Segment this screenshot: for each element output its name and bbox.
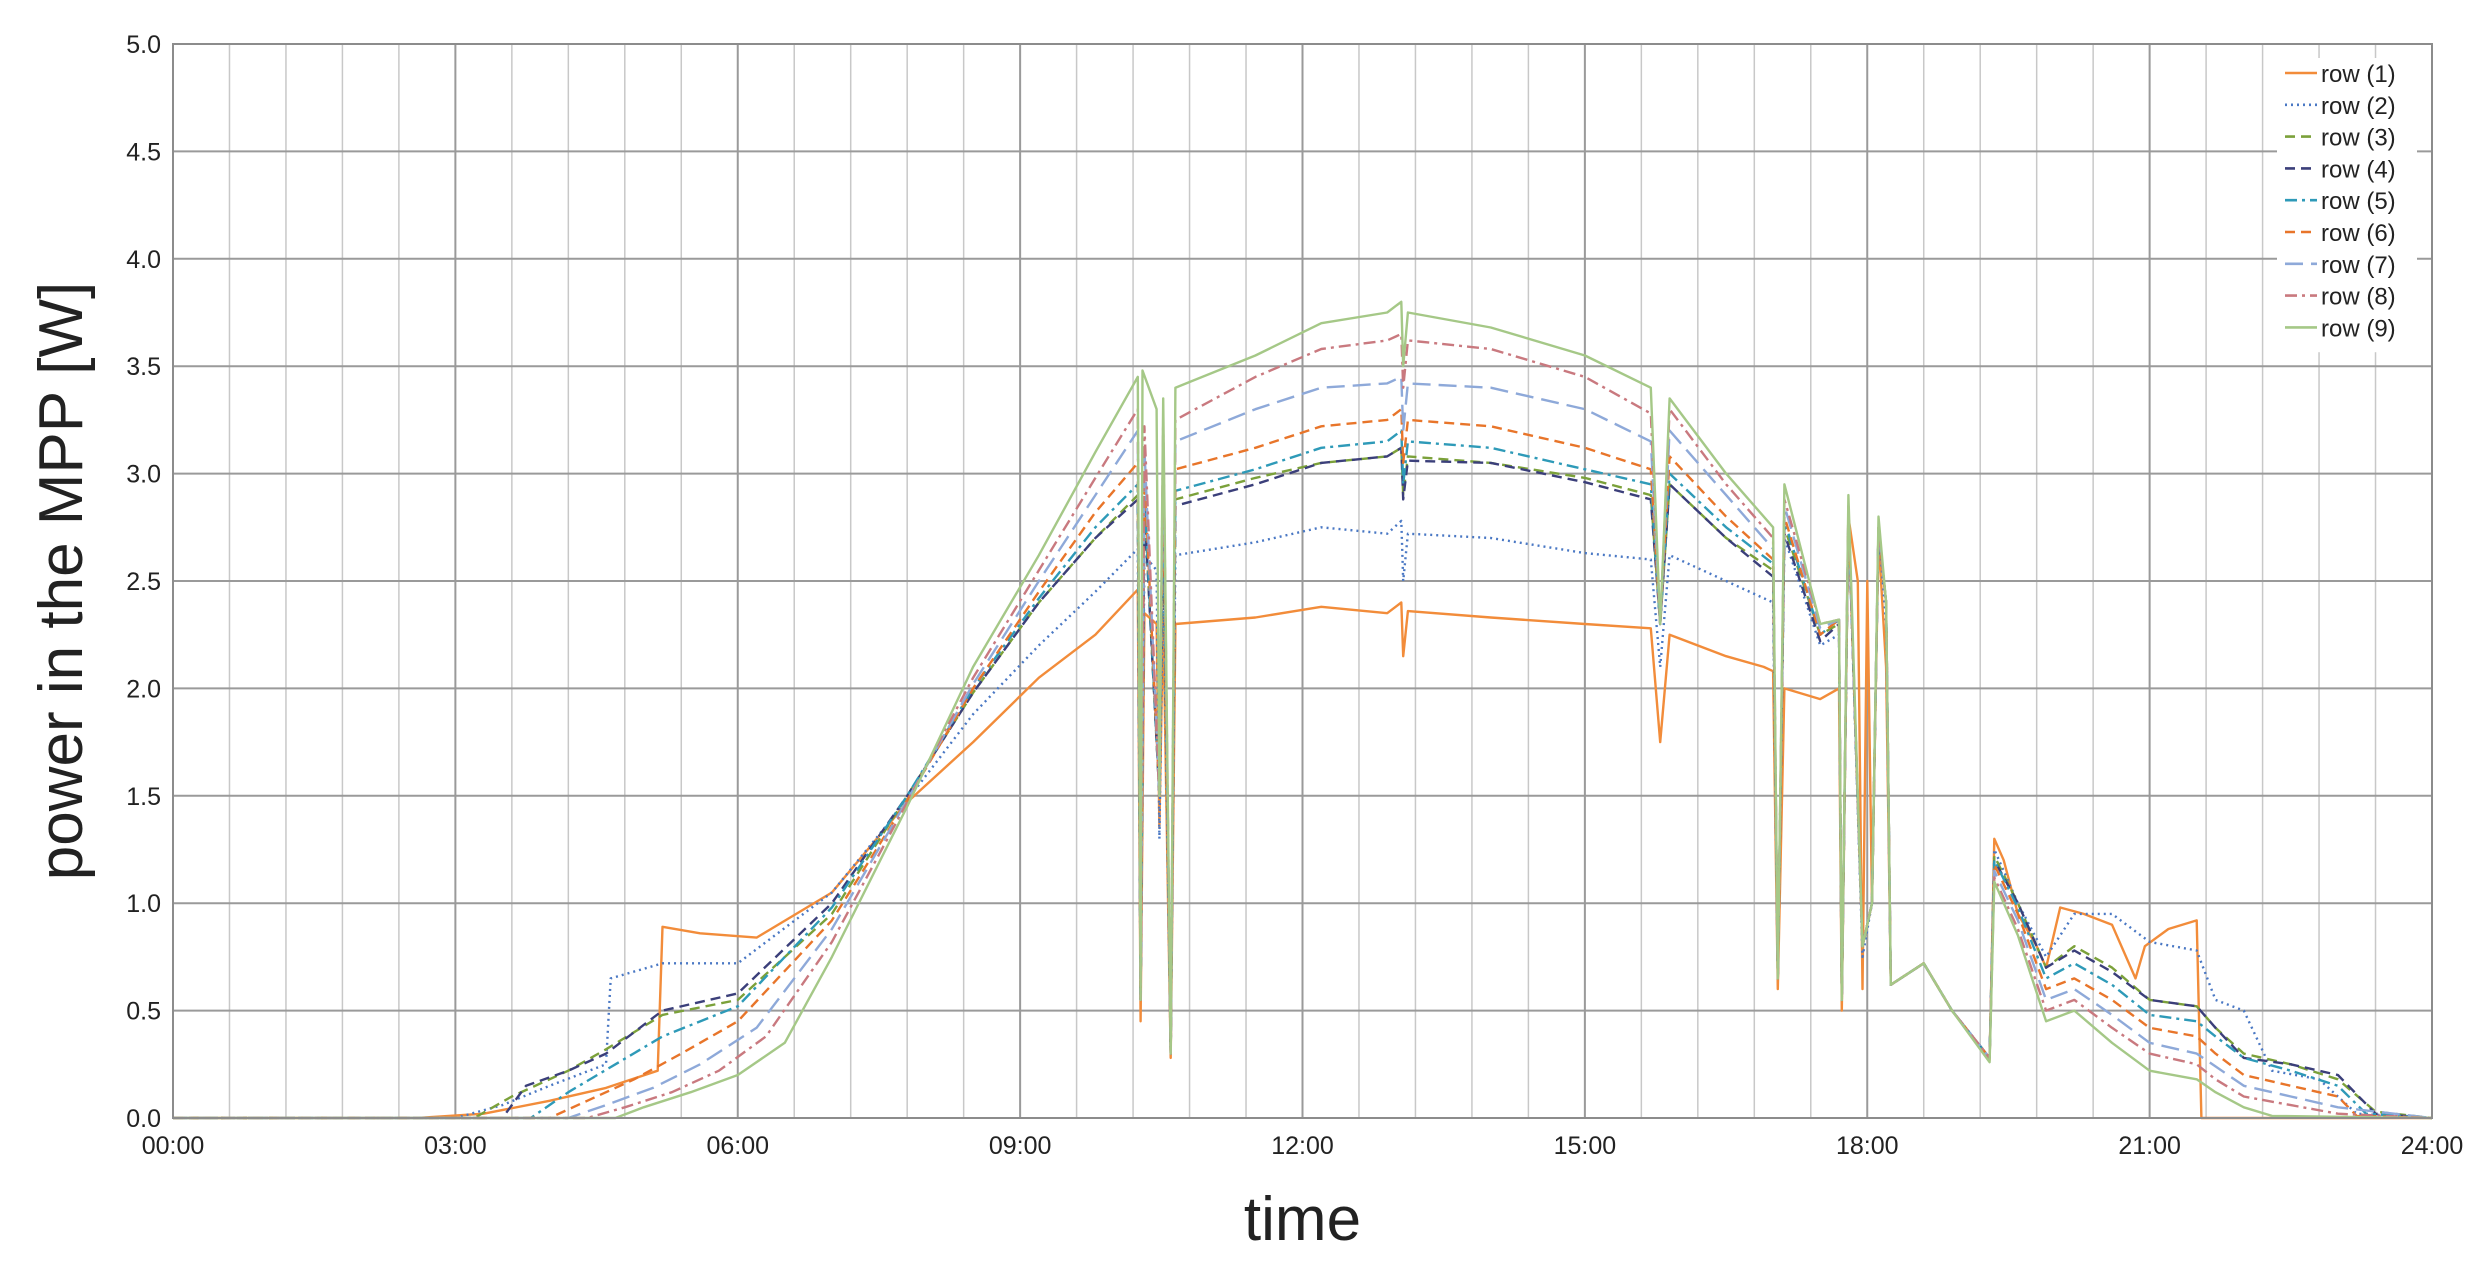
legend-box <box>2277 58 2417 353</box>
x-tick-label: 06:00 <box>706 1132 769 1160</box>
series-lines <box>173 300 2433 1120</box>
y-tick-label: 4.0 <box>126 246 161 274</box>
series-line-row-5 <box>173 429 2433 1120</box>
legend-label: row (3) <box>2321 125 2396 152</box>
x-axis-label: time <box>1244 1185 1361 1254</box>
y-tick-label: 3.5 <box>126 353 161 381</box>
tick-labels: 00:00 03:00 06:00 09:00 12:00 15:00 18:00 21:00… <box>126 31 2463 1160</box>
x-tick-label: 12:00 <box>1271 1132 1334 1160</box>
x-tick-label: 24:00 <box>2401 1132 2464 1160</box>
legend-label: row (4) <box>2321 156 2396 183</box>
x-tick-label: 18:00 <box>1836 1132 1899 1160</box>
x-tick-label: 21:00 <box>2118 1132 2181 1160</box>
legend: row (1) row (2) row (3) row (4) row (5) row (… <box>2277 58 2417 353</box>
x-tick-label: 09:00 <box>989 1132 1052 1160</box>
x-tick-label: 03:00 <box>424 1132 487 1160</box>
y-tick-label: 3.0 <box>126 461 161 489</box>
series-line-row-6 <box>173 408 2433 1120</box>
series-line-row-2 <box>173 515 2433 1120</box>
series-line-row-1 <box>173 515 2432 1120</box>
y-tick-label: 2.0 <box>126 675 161 703</box>
legend-label: row (5) <box>2321 188 2396 215</box>
x-tick-label: 00:00 <box>142 1132 205 1160</box>
y-tick-label: 5.0 <box>126 31 161 59</box>
y-tick-label: 2.5 <box>126 568 161 596</box>
gridlines <box>172 43 2433 1119</box>
y-tick-label: 0.5 <box>126 998 161 1026</box>
legend-label: row (1) <box>2321 61 2396 88</box>
y-tick-label: 0.0 <box>126 1105 161 1133</box>
legend-label: row (6) <box>2321 220 2396 247</box>
legend-label: row (8) <box>2321 284 2396 311</box>
legend-label: row (9) <box>2321 315 2396 342</box>
series-line-row-4 <box>173 446 2433 1120</box>
series-line-row-9 <box>173 300 2433 1120</box>
x-tick-label: 15:00 <box>1554 1132 1617 1160</box>
y-axis-label: power in the MPP [W] <box>27 282 96 880</box>
plot-frame <box>172 43 2433 1119</box>
y-tick-label: 1.0 <box>126 890 161 918</box>
legend-label: row (2) <box>2321 93 2396 120</box>
legend-label: row (7) <box>2321 252 2396 279</box>
y-tick-label: 1.5 <box>126 783 161 811</box>
y-tick-label: 4.5 <box>126 138 161 166</box>
